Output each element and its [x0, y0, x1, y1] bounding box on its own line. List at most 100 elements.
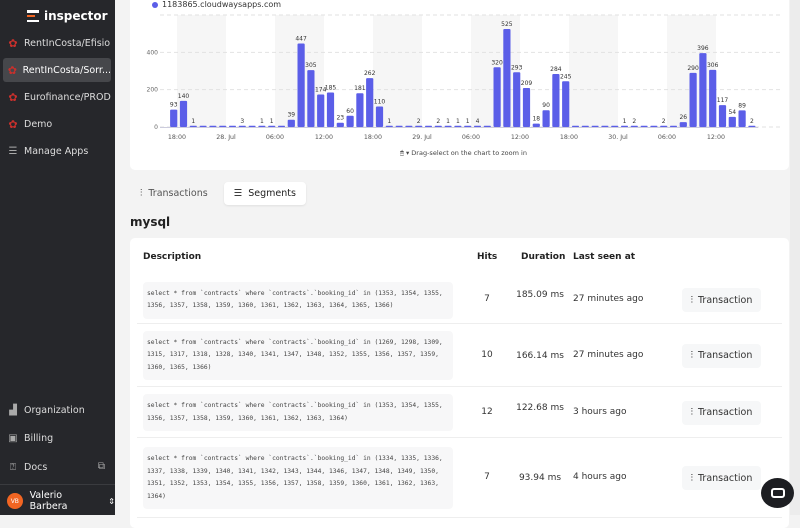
bar	[513, 72, 521, 127]
bar-data-label: 90	[542, 102, 550, 109]
bar	[405, 125, 413, 127]
sidebar: inspector ✿ RentInCosta/Efisio ✿ RentInCos…	[0, 0, 115, 515]
bar	[189, 125, 197, 127]
bar	[522, 87, 531, 127]
bar	[434, 125, 442, 127]
bar	[699, 53, 707, 127]
duration: 185.09 ms	[516, 290, 564, 300]
transaction-button[interactable]: ⫶ Transaction	[682, 288, 761, 312]
bar	[503, 29, 511, 127]
bar	[238, 125, 246, 127]
bar-data-label: 93	[170, 102, 178, 109]
x-tick-label: 28. Jul	[216, 134, 236, 141]
chevron-updown-icon: ⇕	[108, 496, 115, 506]
bar	[366, 78, 374, 127]
x-tick-label: 12:00	[511, 134, 529, 141]
bar-data-label: 3	[240, 118, 244, 125]
user-menu[interactable]: VB Valerio Barbera ⇕	[7, 490, 115, 512]
scrollbar[interactable]	[790, 0, 800, 515]
bar	[728, 116, 736, 127]
bar-data-label: 1	[456, 118, 460, 125]
bar-data-label: 293	[511, 64, 523, 71]
bar	[660, 125, 668, 127]
sidebar-organization[interactable]: ▟ Organization	[3, 398, 111, 422]
sidebar-app-item[interactable]: ✿ RentInCosta/Efisio	[8, 36, 111, 50]
sql-query: select * from `contracts` where `contrac…	[143, 330, 453, 381]
y-tick-label: 200	[147, 87, 159, 94]
bar	[209, 125, 217, 127]
laravel-icon: ✿	[7, 63, 17, 77]
transaction-icon: ⫶	[690, 407, 693, 418]
chart-legend[interactable]: 1183865.cloudwaysapps.com	[152, 0, 281, 10]
list-icon: ☰	[8, 145, 18, 157]
bar-data-label: 1	[446, 118, 450, 125]
sidebar-docs[interactable]: ⍰ Docs	[3, 455, 111, 479]
table-row: select * from `contracts` where `contrac…	[137, 387, 782, 438]
bar	[630, 125, 638, 127]
bar	[228, 125, 237, 127]
bar-data-label: 181	[354, 85, 366, 92]
transaction-button[interactable]: ⫶ Transaction	[682, 343, 761, 368]
x-tick-label: 06:00	[462, 134, 480, 141]
bar-chart[interactable]: 0 200 400 18:00 28. Jul 06:00 12:00 18:00 29. Ju…	[130, 0, 789, 148]
tab-segments[interactable]: ☰ Segments	[223, 182, 306, 205]
x-tick-label: 29. Jul	[412, 134, 432, 141]
bar-data-label: 140	[178, 93, 190, 100]
bar-data-label: 209	[521, 80, 533, 87]
chat-button[interactable]	[761, 478, 794, 508]
bar	[542, 110, 550, 127]
bar	[336, 122, 344, 127]
bar	[307, 70, 315, 127]
bar-data-label: 185	[325, 84, 337, 91]
bar-data-label: 2	[417, 118, 421, 125]
bar-data-label: 320	[491, 59, 503, 66]
sidebar-app-item[interactable]: ✿ Eurofinance/PROD	[8, 90, 111, 104]
zoom-hint: 🖱︎ ▾ Drag-select on the chart to zoom in	[400, 149, 527, 157]
bar	[611, 125, 619, 127]
sidebar-app-item[interactable]: ✿ Demo	[8, 117, 53, 131]
bar	[248, 125, 256, 127]
hits: 12	[481, 406, 493, 417]
avatar: VB	[7, 493, 23, 509]
bar-data-label: 245	[560, 73, 572, 80]
bar-data-label: 1	[191, 118, 195, 125]
bar-data-label: 396	[697, 45, 709, 52]
bar	[454, 125, 462, 127]
external-link-icon[interactable]: ⧉	[97, 461, 105, 472]
bar	[640, 125, 648, 127]
transactions-icon: ⫶	[140, 188, 143, 199]
night-band	[569, 15, 618, 127]
bar-data-label: 2	[632, 118, 636, 125]
bar	[444, 125, 452, 127]
table-row: select * from `contracts` where `contrac…	[137, 438, 782, 518]
tab-transactions[interactable]: ⫶ Transactions	[140, 188, 208, 199]
sidebar-billing[interactable]: ▣ Billing	[8, 432, 54, 444]
bar	[170, 109, 178, 127]
bar	[669, 125, 678, 127]
x-tick-label: 18:00	[364, 134, 382, 141]
bar-data-label: 110	[374, 98, 386, 105]
bar	[385, 125, 393, 127]
bar	[562, 81, 570, 127]
col-description: Description	[143, 252, 202, 262]
bar-data-label: 1	[387, 118, 391, 125]
bar-data-label: 39	[287, 112, 295, 119]
laravel-icon: ✿	[8, 90, 18, 104]
bar-data-label: 2	[436, 118, 440, 125]
bar-data-label: 284	[550, 66, 562, 73]
help-icon: ⍰	[10, 461, 16, 473]
transaction-button[interactable]: ⫶ Transaction	[682, 400, 761, 425]
bar	[268, 125, 276, 127]
sidebar-app-item[interactable]: ✿ RentInCosta/Sorr...	[3, 58, 111, 82]
y-tick-label: 0	[154, 124, 158, 131]
transaction-button[interactable]: ⫶ Transaction	[682, 466, 761, 490]
bar	[464, 125, 472, 127]
last-seen: 3 hours ago	[573, 406, 627, 417]
x-tick-label: 06:00	[266, 134, 284, 141]
bar	[219, 125, 227, 127]
sidebar-manage-apps[interactable]: ☰ Manage Apps	[8, 145, 89, 157]
bar	[346, 115, 354, 127]
x-tick-label: 30. Jul	[608, 134, 628, 141]
logo[interactable]: inspector	[27, 9, 108, 23]
bar-data-label: 174	[315, 87, 327, 94]
